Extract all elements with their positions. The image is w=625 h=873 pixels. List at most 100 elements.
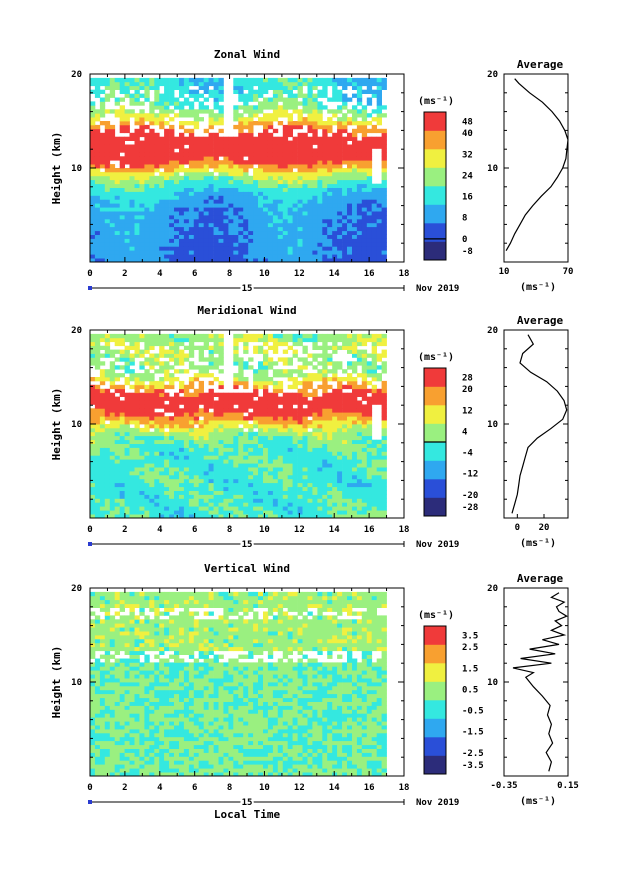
heatmap-cell	[347, 498, 353, 503]
heatmap-cell	[134, 377, 140, 382]
heatmap-cell	[198, 388, 204, 394]
heatmap-cell	[317, 498, 323, 503]
heatmap-cell	[337, 424, 343, 429]
heatmap-cell	[248, 211, 254, 216]
heatmap-cell	[302, 400, 308, 405]
heatmap-cell	[208, 89, 214, 94]
heatmap-cell	[188, 101, 195, 106]
heatmap-cell	[352, 215, 358, 220]
heatmap-cell	[174, 226, 180, 232]
heatmap-cell	[119, 459, 125, 464]
heatmap-cell	[144, 97, 150, 102]
heatmap-cell	[159, 230, 165, 235]
heatmap-cell	[179, 132, 185, 138]
heatmap-cell	[292, 226, 298, 232]
heatmap-cell	[213, 510, 219, 515]
heatmap-cell	[203, 392, 209, 397]
heatmap-cell	[371, 459, 377, 464]
heatmap-cell	[188, 459, 195, 464]
heatmap-cell	[327, 435, 333, 441]
heatmap-cell	[243, 203, 249, 208]
heatmap-cell	[307, 144, 313, 149]
heatmap-cell	[114, 218, 120, 224]
heatmap-cell	[144, 439, 150, 444]
heatmap-cell	[109, 136, 116, 141]
heatmap-cell	[347, 195, 353, 200]
heatmap-cell	[267, 380, 274, 386]
heatmap-cell	[159, 152, 165, 157]
heatmap-cell	[109, 353, 116, 358]
heatmap-cell	[223, 455, 229, 460]
heatmap-cell	[149, 506, 155, 511]
heatmap-cell	[129, 218, 135, 224]
heatmap-cell	[213, 105, 219, 110]
heatmap-cell	[258, 494, 264, 499]
heatmap-cell	[94, 218, 101, 224]
heatmap-cell	[144, 435, 150, 441]
heatmap-cell	[258, 400, 264, 405]
heatmap-cell	[356, 451, 363, 456]
heatmap-cell	[302, 238, 308, 243]
heatmap-cell	[302, 148, 308, 153]
heatmap-cell	[183, 427, 190, 433]
heatmap-cell	[332, 365, 338, 370]
heatmap-cell	[203, 459, 209, 464]
heatmap-cell	[243, 455, 249, 460]
heatmap-cell	[124, 199, 130, 204]
heatmap-cell	[302, 211, 308, 216]
heatmap-cell	[179, 400, 185, 405]
heatmap-cell	[164, 341, 170, 347]
heatmap-cell	[154, 506, 160, 511]
heatmap-cell	[342, 187, 348, 192]
heatmap-cell	[159, 215, 165, 220]
heatmap-cell	[263, 215, 269, 220]
heatmap-cell	[292, 490, 298, 495]
heatmap-cell	[129, 474, 135, 480]
heatmap-cell	[203, 514, 209, 519]
heatmap-cell	[312, 435, 318, 441]
heatmap-cell	[149, 226, 155, 232]
heatmap-cell	[183, 451, 190, 456]
heatmap-cell	[233, 160, 239, 165]
heatmap-cell	[154, 242, 160, 247]
heatmap-cell	[164, 377, 170, 382]
heatmap-cell	[312, 238, 318, 243]
heatmap-cell	[94, 156, 101, 161]
heatmap-cell	[258, 482, 264, 488]
heatmap-cell	[272, 482, 279, 488]
heatmap-cell	[277, 89, 284, 94]
heatmap-cell	[352, 337, 358, 343]
heatmap-cell	[208, 412, 214, 417]
heatmap-cell	[144, 341, 150, 347]
heatmap-cell	[94, 168, 101, 173]
heatmap-cell	[213, 136, 219, 141]
heatmap-cell	[282, 443, 289, 448]
heatmap-cell	[179, 431, 185, 437]
heatmap-cell	[90, 89, 96, 94]
heatmap-cell	[124, 109, 130, 114]
heatmap-cell	[144, 388, 150, 394]
heatmap-cell	[297, 242, 303, 247]
heatmap-cell	[243, 361, 249, 366]
heatmap-cell	[90, 168, 96, 173]
heatmap-cell	[238, 128, 244, 134]
heatmap-cell	[109, 431, 116, 437]
heatmap-cell	[233, 117, 239, 122]
heatmap-cell	[203, 369, 209, 374]
x-tick-label: 14	[329, 269, 340, 279]
heatmap-cell	[94, 109, 101, 114]
heatmap-cell	[218, 502, 224, 507]
heatmap-cell	[282, 215, 289, 220]
heatmap-cell	[213, 420, 219, 425]
heatmap-cell	[134, 467, 140, 472]
heatmap-cell	[297, 439, 303, 444]
heatmap-cell	[347, 412, 353, 417]
heatmap-cell	[297, 234, 303, 239]
heatmap-cell	[352, 361, 358, 366]
heatmap-cell	[164, 373, 170, 378]
heatmap-cell	[198, 412, 204, 417]
heatmap-cell	[277, 490, 284, 495]
heatmap-cell	[361, 416, 368, 421]
heatmap-cell	[114, 427, 120, 433]
heatmap-cell	[218, 447, 224, 452]
